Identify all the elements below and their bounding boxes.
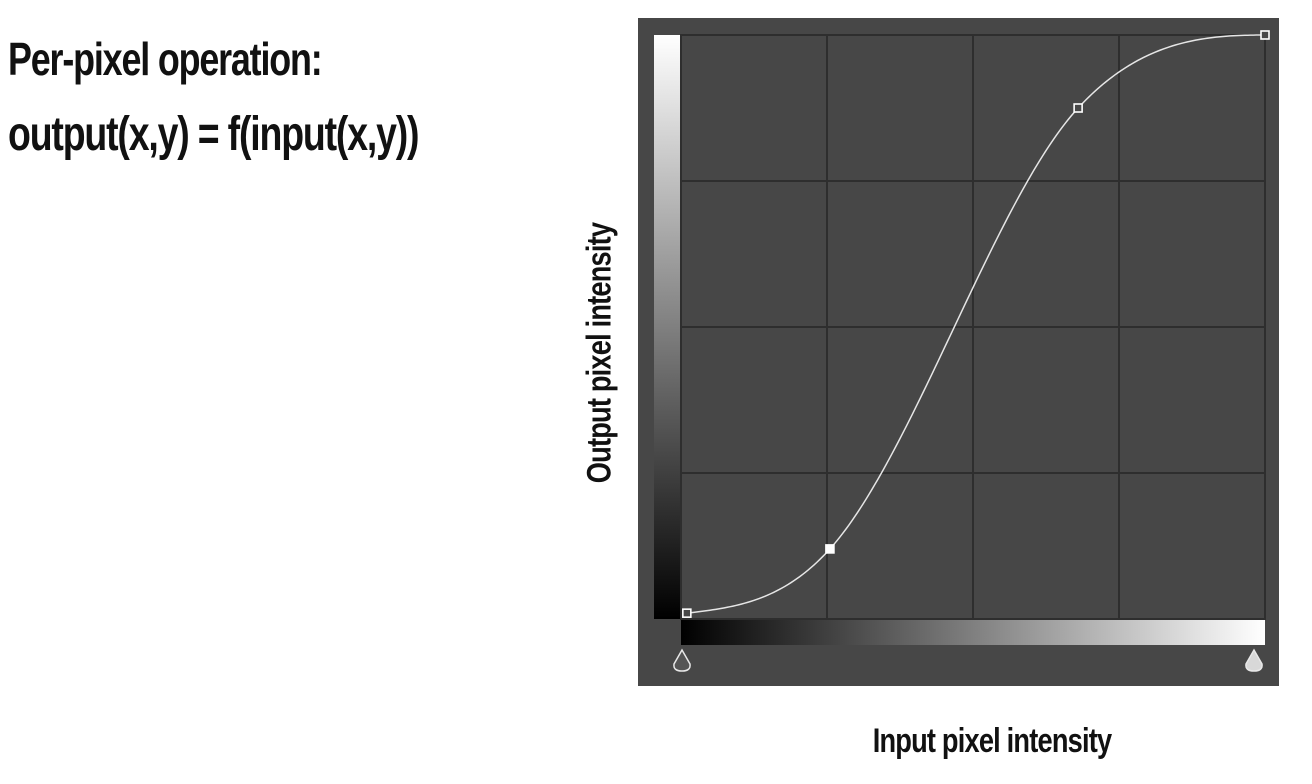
heading-line-2: output(x,y) = f(input(x,y)) [8, 108, 420, 161]
white-point-slider-icon[interactable] [1245, 648, 1263, 672]
curves-panel [638, 18, 1279, 686]
control-point[interactable] [1260, 30, 1270, 40]
black-point-slider-icon[interactable] [673, 648, 691, 672]
x-axis-label: Input pixel intensity [872, 722, 1112, 760]
curves-graph[interactable] [638, 18, 1279, 686]
y-axis-label: Output pixel intensity [580, 222, 619, 484]
tone-curve[interactable] [686, 34, 1265, 614]
control-point-selected[interactable] [825, 544, 835, 554]
grid [681, 35, 1265, 619]
control-point[interactable] [682, 608, 692, 618]
plot-border [680, 34, 1266, 620]
heading-line-1: Per-pixel operation: [8, 33, 323, 85]
control-point[interactable] [1073, 103, 1083, 113]
output-gradient-bar [654, 35, 681, 619]
input-gradient-bar [681, 620, 1265, 645]
control-points[interactable] [682, 30, 1270, 618]
